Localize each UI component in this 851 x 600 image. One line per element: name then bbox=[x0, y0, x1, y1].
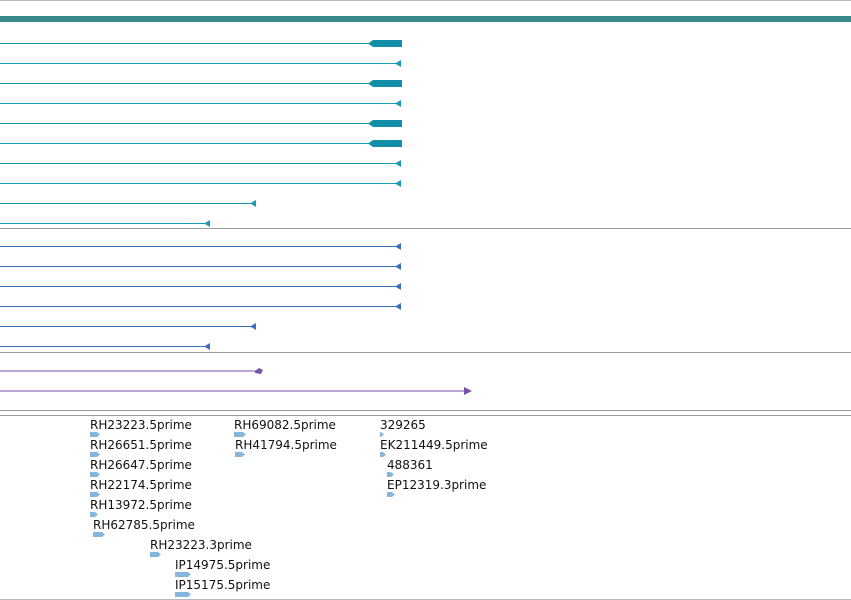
est-label[interactable]: RH41794.5prime bbox=[235, 438, 337, 452]
protein-feature-arrow[interactable] bbox=[395, 303, 401, 310]
est-label[interactable]: RH26647.5prime bbox=[90, 458, 192, 472]
est-label[interactable]: IP14975.5prime bbox=[175, 558, 271, 572]
est-label[interactable]: RH69082.5prime bbox=[234, 418, 336, 432]
transcript-feature-exon[interactable] bbox=[368, 80, 402, 87]
transcript-feature-arrow[interactable] bbox=[250, 200, 256, 207]
est-label[interactable]: RH26651.5prime bbox=[90, 438, 192, 452]
protein-feature-arrow[interactable] bbox=[250, 323, 256, 330]
est-label[interactable]: EK211449.5prime bbox=[380, 438, 488, 452]
est-feature-glyph[interactable] bbox=[235, 452, 245, 457]
est-label[interactable]: 488361 bbox=[387, 458, 433, 472]
est-label[interactable]: RH23223.3prime bbox=[150, 538, 252, 552]
est-feature-glyph[interactable] bbox=[175, 592, 191, 597]
protein-feature-arrow[interactable] bbox=[395, 243, 401, 250]
transcript-feature-exon[interactable] bbox=[368, 40, 402, 47]
est-feature-glyph[interactable] bbox=[380, 432, 384, 437]
est-feature-glyph[interactable] bbox=[380, 452, 386, 457]
est-label[interactable]: EP12319.3prime bbox=[387, 478, 487, 492]
est-label[interactable]: RH62785.5prime bbox=[93, 518, 195, 532]
est-feature-glyph[interactable] bbox=[90, 432, 100, 437]
est-label[interactable]: RH22174.5prime bbox=[90, 478, 192, 492]
est-label[interactable]: RH23223.5prime bbox=[90, 418, 192, 432]
transcript-feature-exon[interactable] bbox=[368, 140, 402, 147]
est-feature-glyph[interactable] bbox=[387, 492, 395, 497]
est-feature-glyph[interactable] bbox=[234, 432, 246, 437]
est-feature-glyph[interactable] bbox=[90, 492, 100, 497]
est-feature-glyph[interactable] bbox=[150, 552, 161, 557]
transcript-feature-arrow[interactable] bbox=[395, 60, 401, 67]
transcript-feature-arrow[interactable] bbox=[395, 180, 401, 187]
est-feature-glyph[interactable] bbox=[93, 532, 105, 537]
transcript-feature-arrow[interactable] bbox=[395, 100, 401, 107]
est-label[interactable]: 329265 bbox=[380, 418, 426, 432]
protein-feature-arrow[interactable] bbox=[395, 263, 401, 270]
other-feature-arrow[interactable] bbox=[464, 387, 472, 395]
est-feature-glyph[interactable] bbox=[387, 472, 394, 477]
scale-bar bbox=[0, 16, 851, 22]
protein-feature-arrow[interactable] bbox=[395, 283, 401, 290]
est-label[interactable]: RH13972.5prime bbox=[90, 498, 192, 512]
est-feature-glyph[interactable] bbox=[175, 572, 191, 577]
transcript-feature-exon[interactable] bbox=[368, 120, 402, 127]
est-label[interactable]: IP15175.5prime bbox=[175, 578, 271, 592]
protein-feature-arrow[interactable] bbox=[204, 343, 210, 350]
est-feature-glyph[interactable] bbox=[90, 452, 100, 457]
transcript-feature-arrow[interactable] bbox=[395, 160, 401, 167]
est-feature-glyph[interactable] bbox=[90, 472, 100, 477]
other-feature-end[interactable] bbox=[255, 368, 263, 374]
transcript-feature-arrow[interactable] bbox=[204, 220, 210, 227]
est-feature-glyph[interactable] bbox=[90, 512, 98, 517]
